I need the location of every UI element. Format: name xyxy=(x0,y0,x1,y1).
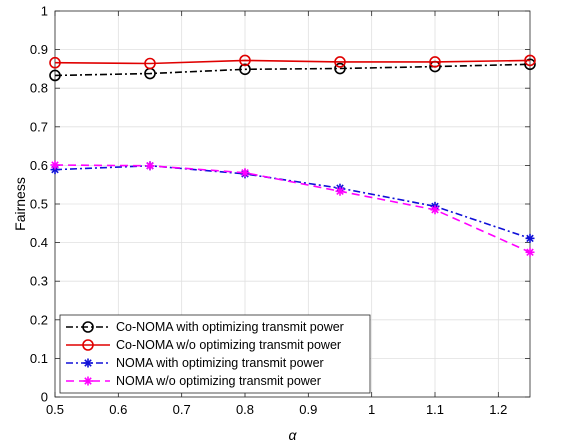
y-tick-label: 0.7 xyxy=(30,119,48,134)
series-layer xyxy=(49,54,536,257)
legend-marker xyxy=(83,358,93,368)
data-point xyxy=(49,56,61,69)
legend-box xyxy=(59,314,371,394)
x-tick-label: 1.1 xyxy=(426,402,444,417)
legend-sample-2 xyxy=(66,339,110,351)
x-tick-label: 0.6 xyxy=(109,402,127,417)
series-2 xyxy=(49,54,536,70)
x-tick-label: 0.8 xyxy=(236,402,254,417)
x-tick-label: 0.9 xyxy=(299,402,317,417)
x-tick-label: 0.5 xyxy=(46,402,64,417)
marker-stroke xyxy=(526,234,534,243)
y-tick-label: 0.4 xyxy=(30,235,48,250)
y-axis-label: Fairness xyxy=(12,177,28,231)
marker-stroke xyxy=(51,161,59,169)
series-4 xyxy=(50,160,535,257)
data-point xyxy=(524,54,536,67)
legend-entry-1: Co-NOMA with optimizing transmit power xyxy=(66,320,344,334)
data-point xyxy=(240,168,250,178)
legend-label-3: NOMA with optimizing transmit power xyxy=(116,356,324,370)
x-tick-label: 0.7 xyxy=(173,402,191,417)
legend-label-2: Co-NOMA w/o optimizing transmit power xyxy=(116,338,341,352)
y-tick-label: 0.8 xyxy=(30,81,48,96)
legend-entry-3: NOMA with optimizing transmit power xyxy=(66,356,324,370)
data-point xyxy=(524,58,536,71)
y-tick-label: 0 xyxy=(41,390,48,405)
legend-sample-1 xyxy=(66,321,110,333)
data-point xyxy=(430,205,440,215)
y-tick-label: 0.6 xyxy=(30,158,48,173)
marker-stroke xyxy=(146,162,154,170)
legend-marker xyxy=(82,321,94,333)
x-axis-label: α xyxy=(289,427,298,443)
y-tick-label: 0.3 xyxy=(30,274,48,289)
axis-ticks: 0.5 0.6 0.7 0.8 0.9 1 1.1 1.2 0 0.1 0.2 0.3 0.4 0.5 0.… xyxy=(30,4,530,417)
marker-stroke xyxy=(84,359,92,367)
legend-sample-4 xyxy=(66,376,110,386)
data-point xyxy=(50,160,60,170)
y-tick-label: 0.1 xyxy=(30,351,48,366)
data-point xyxy=(145,161,155,171)
legend-marker xyxy=(82,339,94,351)
legend: Co-NOMA with optimizing transmit power C… xyxy=(59,314,371,394)
data-point xyxy=(429,56,441,68)
y-tick-label: 0.5 xyxy=(30,197,48,212)
data-point xyxy=(334,62,346,75)
data-point xyxy=(334,56,346,68)
marker-stroke xyxy=(241,168,249,177)
marker-stroke xyxy=(526,248,534,256)
marker-stroke xyxy=(336,187,344,196)
marker-stroke xyxy=(431,206,439,214)
series-line xyxy=(54,63,531,77)
y-tick-label: 0.2 xyxy=(30,312,48,327)
x-tick-label: 1 xyxy=(368,402,375,417)
legend-entry-2: Co-NOMA w/o optimizing transmit power xyxy=(66,338,341,352)
data-point xyxy=(525,247,535,257)
data-point xyxy=(525,233,535,243)
data-point xyxy=(239,54,251,67)
data-point xyxy=(49,69,61,82)
marker-stroke xyxy=(84,377,92,385)
legend-entry-4: NOMA w/o optimizing transmit power xyxy=(66,374,321,388)
y-tick-label: 1 xyxy=(41,4,48,19)
data-point xyxy=(144,57,156,70)
y-tick-label: 0.9 xyxy=(30,42,48,57)
legend-marker xyxy=(83,376,93,386)
data-point xyxy=(335,186,345,196)
series-line xyxy=(54,59,531,65)
legend-sample-3 xyxy=(66,358,110,368)
data-point xyxy=(239,63,251,76)
x-tick-label: 1.2 xyxy=(489,402,507,417)
legend-label-4: NOMA w/o optimizing transmit power xyxy=(116,374,321,388)
legend-label-1: Co-NOMA with optimizing transmit power xyxy=(116,320,344,334)
series-line xyxy=(54,164,531,253)
